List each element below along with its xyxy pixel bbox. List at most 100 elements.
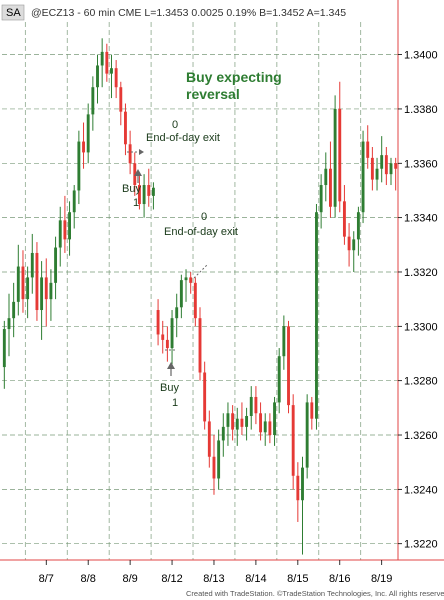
y-tick-label: 1.3340 xyxy=(404,213,438,225)
x-tick-label: 8/16 xyxy=(329,573,350,585)
candle-body xyxy=(245,415,249,427)
candle-down xyxy=(240,402,244,436)
candle-up xyxy=(96,54,99,104)
candle-up xyxy=(12,282,16,338)
candle-body xyxy=(114,68,118,88)
candle-body xyxy=(86,114,90,153)
candle-body xyxy=(296,475,300,501)
symbol-tag: SA xyxy=(6,7,21,19)
candle-down xyxy=(384,146,388,186)
candle-body xyxy=(315,212,318,419)
candle-up xyxy=(235,407,239,446)
candle-body xyxy=(254,396,258,414)
candle-down xyxy=(287,320,290,414)
candle-up xyxy=(356,206,360,256)
candle-body xyxy=(207,421,211,457)
candle-body xyxy=(91,87,95,115)
candle-body xyxy=(119,87,123,112)
candle-body xyxy=(375,168,379,180)
buy2-label: Buy xyxy=(160,382,179,394)
copyright-footer: Created with TradeStation. ©TradeStation… xyxy=(186,589,444,598)
candle-body xyxy=(231,413,235,430)
symbol-tag-box[interactable] xyxy=(1,4,25,21)
candle-body xyxy=(124,111,127,145)
candle-down xyxy=(259,402,263,441)
candle-up xyxy=(221,413,225,457)
candle-down xyxy=(296,462,300,522)
candle-body xyxy=(370,157,374,180)
x-tick-label: 8/15 xyxy=(287,573,308,585)
candle-up xyxy=(319,174,323,229)
candle-down xyxy=(137,174,141,210)
candle-up xyxy=(16,244,20,316)
candle-body xyxy=(72,190,76,213)
candle-body xyxy=(338,108,342,202)
y-tick-label: 1.3260 xyxy=(404,430,438,442)
candle-up xyxy=(352,231,356,272)
candle-body xyxy=(203,372,207,422)
candle-down xyxy=(21,250,25,313)
y-tick-label: 1.3280 xyxy=(404,376,438,388)
candle-up xyxy=(263,413,267,446)
candle-up xyxy=(77,130,81,205)
candle-body xyxy=(142,185,146,205)
candle-down xyxy=(207,410,211,468)
candle-up xyxy=(26,266,30,319)
candle-body xyxy=(100,51,104,66)
candle-down xyxy=(63,195,67,253)
candle-body xyxy=(128,144,132,164)
candle-body xyxy=(16,266,20,302)
candle-body xyxy=(273,402,276,436)
candle-body xyxy=(226,413,230,427)
candle-down xyxy=(114,60,118,99)
candle-layer xyxy=(2,38,398,555)
candle-up xyxy=(72,185,76,229)
candle-up xyxy=(170,310,174,365)
candle-up xyxy=(389,157,393,186)
x-tick-label: 8/7 xyxy=(39,573,54,585)
candle-down xyxy=(133,152,137,196)
candle-body xyxy=(77,141,81,191)
candle-down xyxy=(193,277,197,327)
candle-up xyxy=(91,76,95,131)
candle-up xyxy=(49,269,53,321)
candle-body xyxy=(40,277,44,311)
candle-body xyxy=(170,318,174,349)
exit2-marker xyxy=(193,263,209,279)
candle-down xyxy=(198,307,202,381)
candle-up xyxy=(100,38,104,88)
candle-body xyxy=(133,163,137,186)
candle-down xyxy=(329,141,332,218)
candle-body xyxy=(361,141,365,213)
candle-up xyxy=(58,206,62,267)
candle-down xyxy=(147,168,151,207)
candle-body xyxy=(63,220,67,240)
candle-down xyxy=(119,81,123,126)
candle-up xyxy=(86,103,90,164)
candle-up xyxy=(361,130,365,224)
candle-body xyxy=(263,421,267,433)
candle-up xyxy=(375,157,379,191)
buy1-arrow-icon xyxy=(134,169,142,176)
candle-up xyxy=(54,236,58,300)
exit2-qty: 0 xyxy=(201,211,207,223)
candle-body xyxy=(310,402,314,419)
candle-down xyxy=(203,361,207,430)
exit1-arrow-icon xyxy=(139,149,144,155)
candle-body xyxy=(249,396,253,416)
candle-down xyxy=(347,223,351,267)
candle-up xyxy=(68,201,71,256)
candle-up xyxy=(179,274,183,319)
candle-down xyxy=(254,386,258,425)
candle-body xyxy=(110,68,113,74)
y-tick-label: 1.3240 xyxy=(404,484,438,496)
x-tick-label: 8/8 xyxy=(81,573,96,585)
candle-body xyxy=(384,155,388,175)
candle-body xyxy=(366,141,370,158)
buy2-arrow-icon xyxy=(167,362,175,369)
candle-body xyxy=(193,282,197,319)
candle-body xyxy=(49,282,53,300)
y-tick-label: 1.3220 xyxy=(404,539,438,551)
y-axis: 1.3400 1.3380 1.3360 1.3340 1.3320 1.3300 1.32… xyxy=(398,50,438,551)
x-tick-label: 8/19 xyxy=(371,573,392,585)
